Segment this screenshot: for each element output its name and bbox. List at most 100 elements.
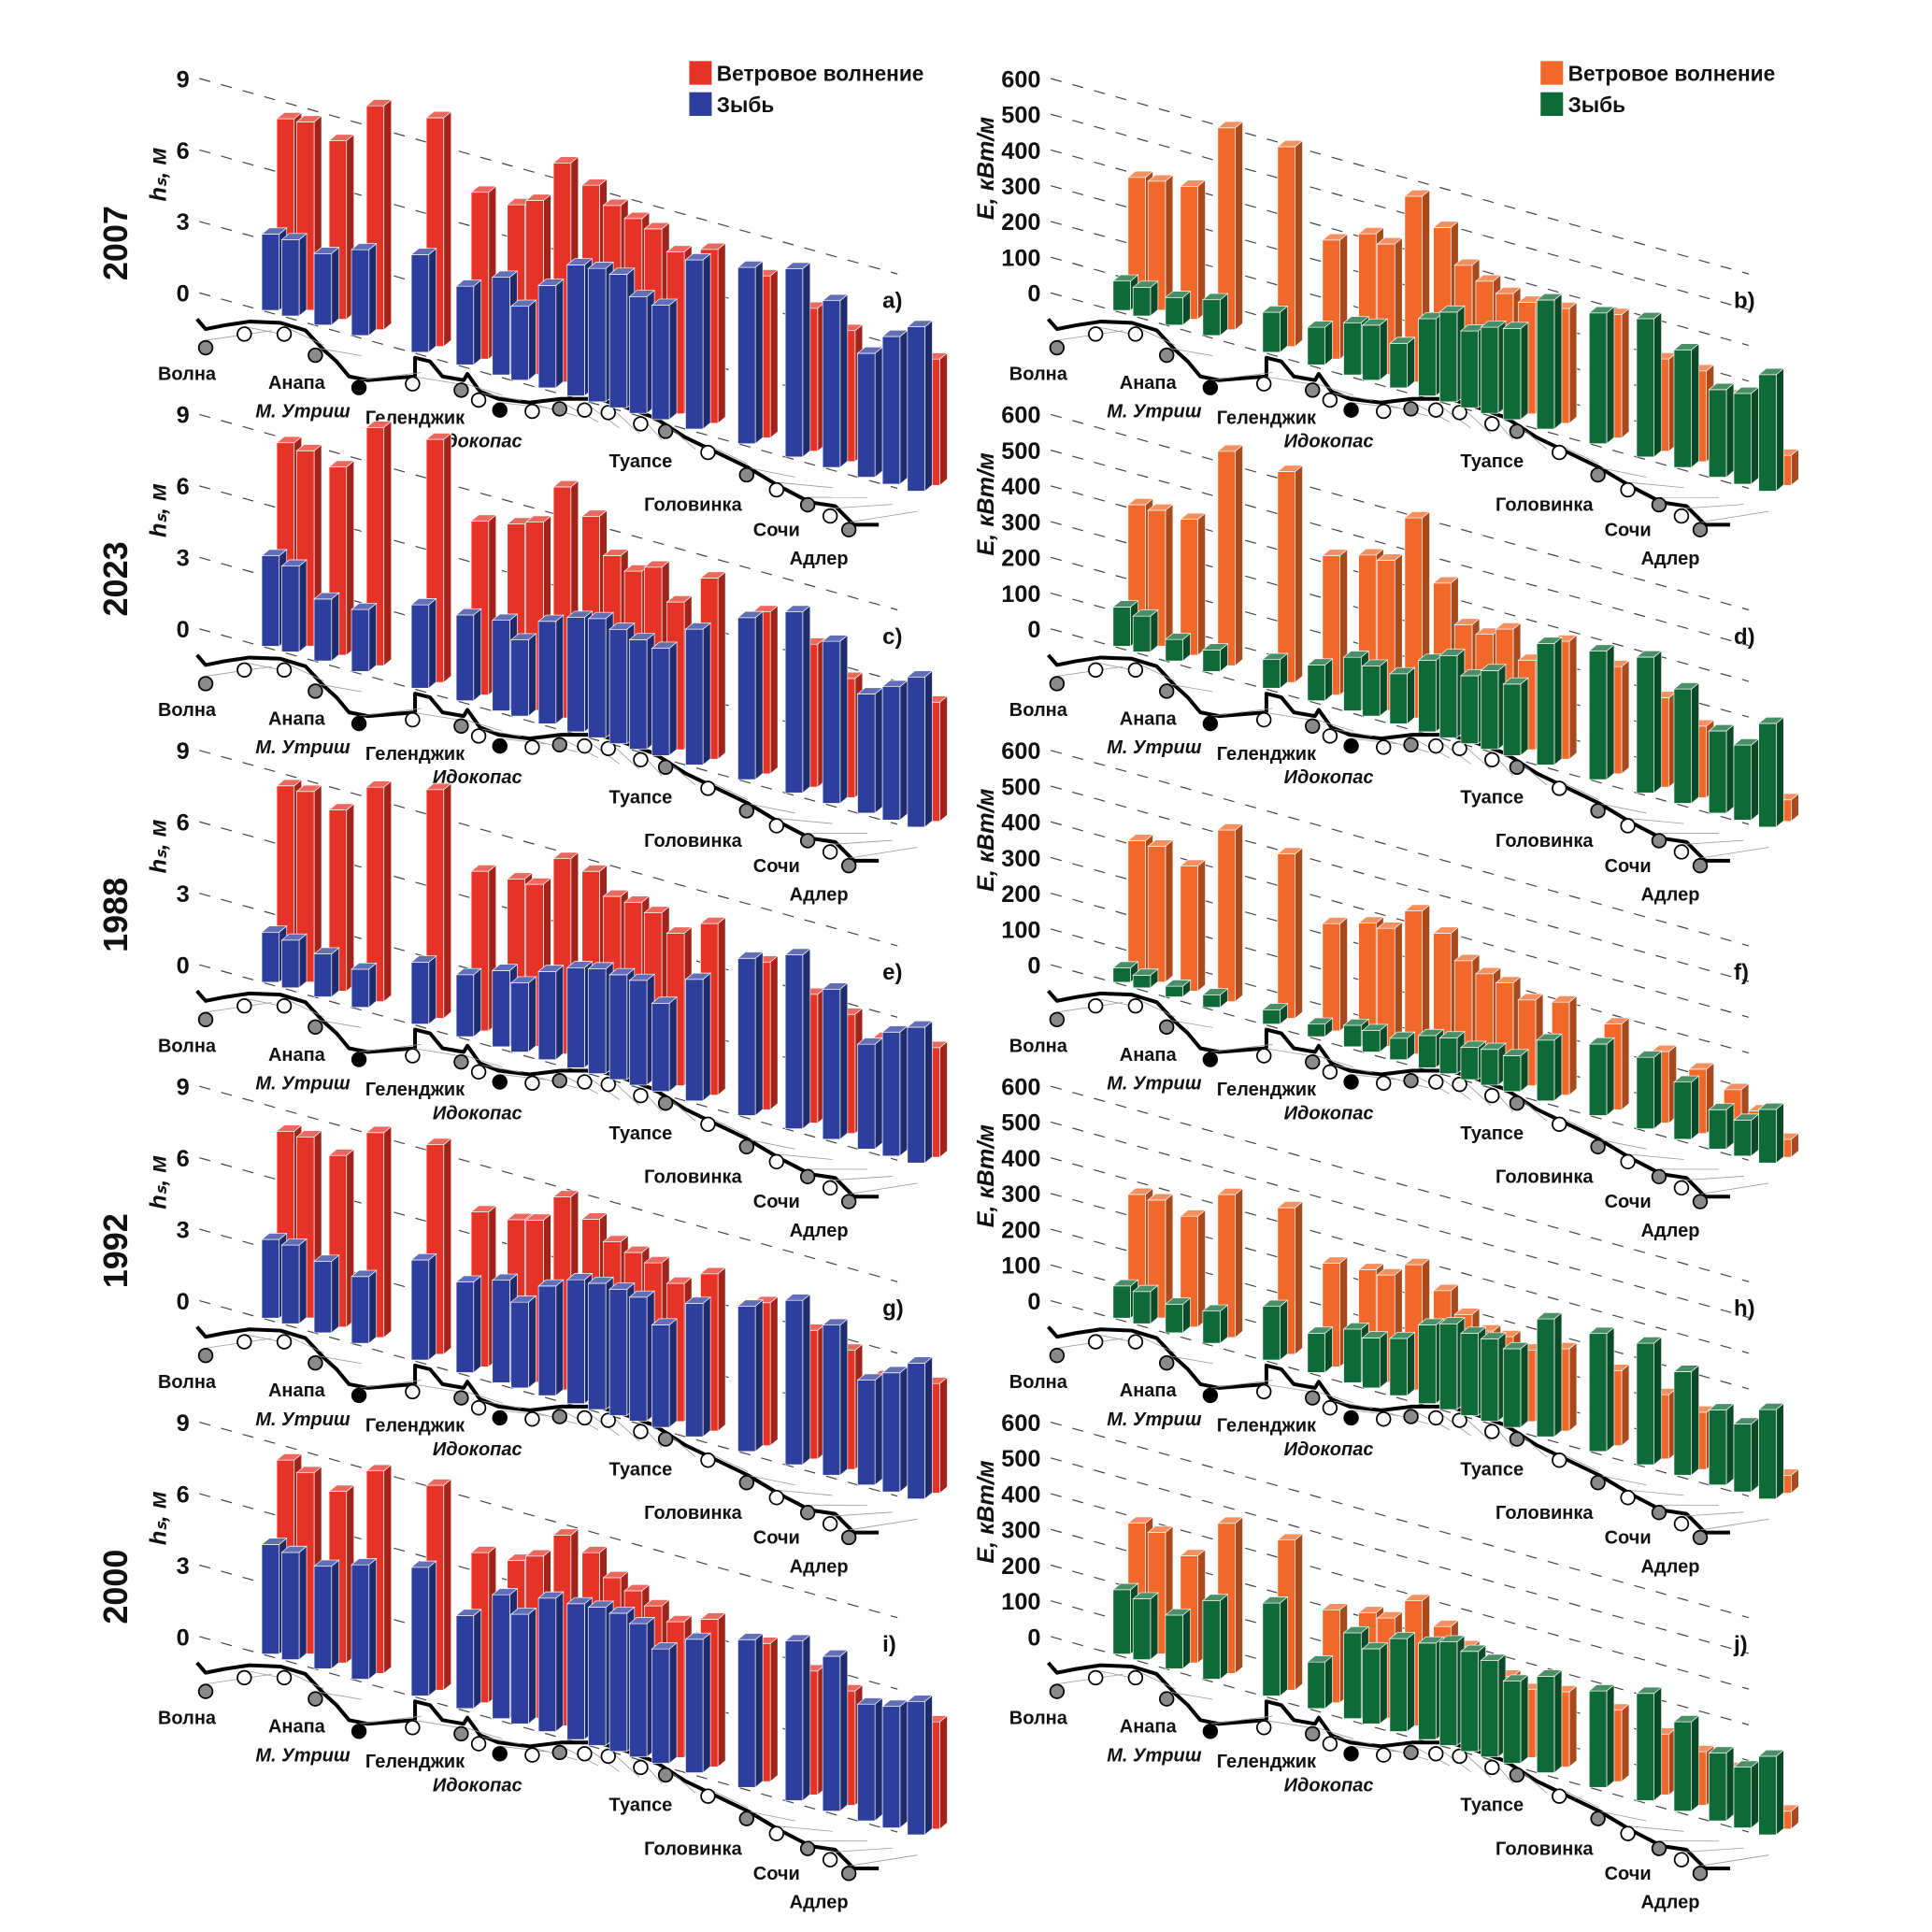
bar-front — [1362, 665, 1381, 717]
y-tick-label: 9 — [177, 738, 190, 765]
panel-letter: i) — [882, 1632, 896, 1657]
y-axis-label: hₛ, м — [145, 148, 171, 202]
station-marker — [1305, 1725, 1321, 1742]
bar-front — [1165, 1614, 1183, 1669]
bar-top — [351, 603, 378, 610]
station-connector — [776, 1489, 833, 1496]
bar-side — [1150, 1592, 1159, 1661]
bar-swell — [1306, 1654, 1334, 1710]
bar-top — [1757, 1403, 1785, 1410]
panel-g: 0 3 6 9 1992 hₛ, м g) Волна Анапа М. Утриш Гелендж… — [96, 1075, 949, 1577]
bar-top — [1708, 1403, 1735, 1410]
station-connector — [1351, 1074, 1400, 1080]
bar-swell — [1388, 1331, 1416, 1396]
bar-top — [1495, 976, 1522, 983]
bar-swell — [1132, 1284, 1159, 1324]
bar-front — [1262, 659, 1281, 689]
station-marker — [308, 683, 323, 699]
bar-side — [1520, 322, 1529, 421]
bar-wind — [1276, 139, 1304, 348]
bar-front — [261, 1238, 280, 1319]
legend-label-swell: Зыбь — [717, 93, 774, 117]
station-connector — [315, 1354, 362, 1365]
bar-side — [802, 605, 811, 794]
station-marker — [1256, 1383, 1272, 1400]
bar-front — [281, 1244, 300, 1324]
bar-top — [351, 1269, 378, 1278]
panel-letter: d) — [1734, 624, 1755, 650]
station-marker — [1343, 1074, 1359, 1090]
bar-front — [629, 1296, 648, 1422]
bar-top — [1126, 170, 1154, 179]
y-tick-label: 0 — [1027, 1289, 1040, 1315]
station-marker — [551, 1744, 567, 1761]
station-connector — [315, 347, 362, 356]
bar-front — [313, 598, 333, 662]
y-tick-label: 400 — [1001, 138, 1040, 165]
bar-top — [1147, 503, 1174, 511]
bar-top — [565, 610, 594, 618]
bar-side — [1725, 1403, 1735, 1486]
station-connector — [849, 1518, 918, 1531]
bar-top — [509, 976, 537, 983]
station-marker — [1087, 326, 1104, 342]
bar-side — [924, 1355, 933, 1500]
bar-swell — [1261, 305, 1289, 353]
bar-side — [1725, 723, 1735, 814]
bar-top — [1132, 1284, 1159, 1293]
bar-swell — [1132, 968, 1159, 989]
bar-swell — [1536, 1668, 1563, 1774]
station-connector — [461, 382, 503, 396]
bar-side — [331, 1559, 340, 1670]
gridline — [1051, 1157, 1750, 1354]
bar-top — [1551, 995, 1578, 1003]
bar-top — [651, 1642, 679, 1650]
bar-side — [443, 782, 452, 1020]
map-label: Сочи — [1605, 1864, 1652, 1884]
bar-top — [1201, 1304, 1229, 1312]
bar-side — [383, 1125, 393, 1338]
bar-swell — [351, 242, 378, 336]
bar-side — [874, 1037, 883, 1151]
bar-front — [737, 266, 756, 445]
station-marker — [1552, 1453, 1567, 1468]
bar-side — [383, 420, 393, 666]
bar-top — [580, 1212, 608, 1220]
legend-swatch-wind — [689, 61, 712, 85]
bar-front — [1460, 675, 1479, 744]
bar-swell — [1201, 1304, 1229, 1344]
panel-letter: g) — [882, 1296, 904, 1322]
legend-swatch-swell — [1540, 92, 1564, 117]
bar-top — [524, 515, 552, 522]
bar-top — [1459, 1644, 1487, 1653]
bar-side — [1621, 1703, 1630, 1782]
bar-side — [1407, 1331, 1415, 1396]
bar-front — [281, 239, 300, 317]
station-connector — [1166, 347, 1213, 356]
station-marker — [1305, 1390, 1321, 1406]
station-connector — [1559, 444, 1600, 465]
bar-top — [665, 1277, 694, 1284]
bar-top — [608, 1282, 636, 1290]
bar-top — [491, 1588, 519, 1596]
bar-top — [1536, 637, 1563, 644]
bar-swell — [1201, 987, 1229, 1009]
bar-front — [1112, 1285, 1131, 1319]
y-tick-label: 500 — [1001, 103, 1040, 129]
coastline-map: Волна Анапа М. Утриш Геленджик Идокопас Туапс… — [1009, 989, 1769, 1241]
map-label: Сочи — [1605, 1528, 1652, 1549]
bar-side — [874, 1696, 883, 1822]
bar-front — [566, 265, 585, 396]
bar-top — [608, 967, 636, 976]
bar-side — [769, 1295, 779, 1447]
station-connector — [1312, 1053, 1354, 1067]
bar-front — [455, 1281, 475, 1373]
bar-top — [587, 262, 615, 269]
bar-swell — [1132, 608, 1159, 653]
station-connector — [708, 444, 749, 465]
station-connector — [461, 1725, 503, 1739]
bar-side — [1568, 1684, 1578, 1768]
bar-swell — [1708, 382, 1735, 479]
bar-front — [566, 1603, 585, 1740]
bar-top — [1111, 600, 1139, 608]
